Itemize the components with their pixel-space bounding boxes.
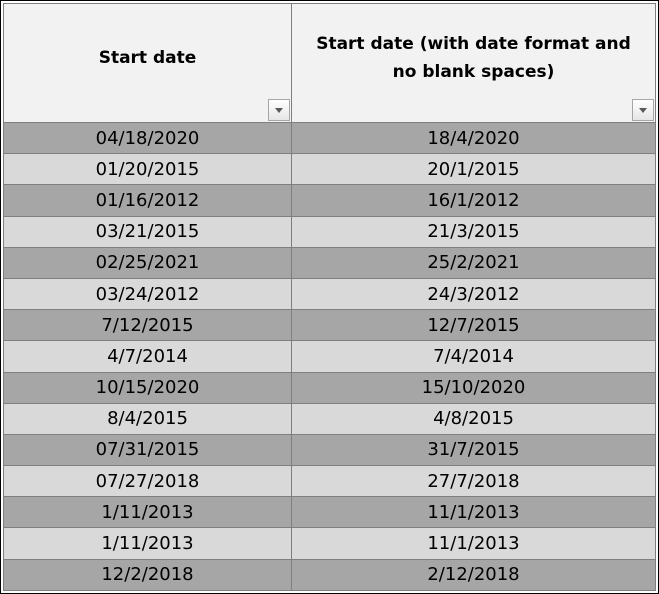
table-cell[interactable]: 20/1/2015: [292, 154, 656, 186]
data-table: Start date Start date (with date format …: [3, 3, 656, 591]
table-cell[interactable]: 07/31/2015: [3, 434, 292, 467]
table-cell[interactable]: 4/8/2015: [292, 403, 656, 435]
table-cell[interactable]: 12/7/2015: [292, 310, 656, 342]
table-cell[interactable]: 2/12/2018: [292, 559, 656, 591]
table-cell[interactable]: 01/16/2012: [3, 185, 292, 217]
table-cell[interactable]: 02/25/2021: [3, 247, 292, 279]
table-cell[interactable]: 16/1/2012: [292, 185, 656, 217]
table-cell[interactable]: 7/12/2015: [3, 310, 292, 342]
table-cell[interactable]: 07/27/2018: [3, 466, 292, 498]
column-header-start-date-formatted[interactable]: Start date (with date format and no blan…: [292, 3, 656, 123]
table-cell[interactable]: 04/18/2020: [3, 123, 292, 155]
table-cell[interactable]: 31/7/2015: [292, 434, 656, 467]
table-cell[interactable]: 1/11/2013: [3, 497, 292, 529]
table-cell[interactable]: 03/24/2012: [3, 278, 292, 311]
column-header-start-date[interactable]: Start date: [3, 3, 292, 123]
table-cell[interactable]: 21/3/2015: [292, 216, 656, 248]
table-cell[interactable]: 7/4/2014: [292, 341, 656, 373]
filter-dropdown-button[interactable]: [268, 99, 290, 121]
table-cell[interactable]: 03/21/2015: [3, 216, 292, 248]
table-cell[interactable]: 8/4/2015: [3, 403, 292, 435]
table-cell[interactable]: 25/2/2021: [292, 247, 656, 279]
table-cell[interactable]: 15/10/2020: [292, 372, 656, 404]
filter-dropdown-button[interactable]: [632, 99, 654, 121]
table-cell[interactable]: 4/7/2014: [3, 341, 292, 373]
table-cell[interactable]: 1/11/2013: [3, 528, 292, 560]
dropdown-arrow-icon: [275, 107, 283, 113]
table-cell[interactable]: 01/20/2015: [3, 154, 292, 186]
table-cell[interactable]: 10/15/2020: [3, 372, 292, 404]
table-cell[interactable]: 18/4/2020: [292, 123, 656, 155]
dropdown-arrow-icon: [639, 107, 647, 113]
column-header-label: Start date: [98, 48, 197, 68]
table-cell[interactable]: 11/1/2013: [292, 528, 656, 560]
table-cell[interactable]: 11/1/2013: [292, 497, 656, 529]
table-cell[interactable]: 27/7/2018: [292, 466, 656, 498]
table-cell[interactable]: 24/3/2012: [292, 278, 656, 311]
table-cell[interactable]: 12/2/2018: [3, 559, 292, 591]
column-header-label: Start date (with date format and no blan…: [316, 34, 631, 82]
